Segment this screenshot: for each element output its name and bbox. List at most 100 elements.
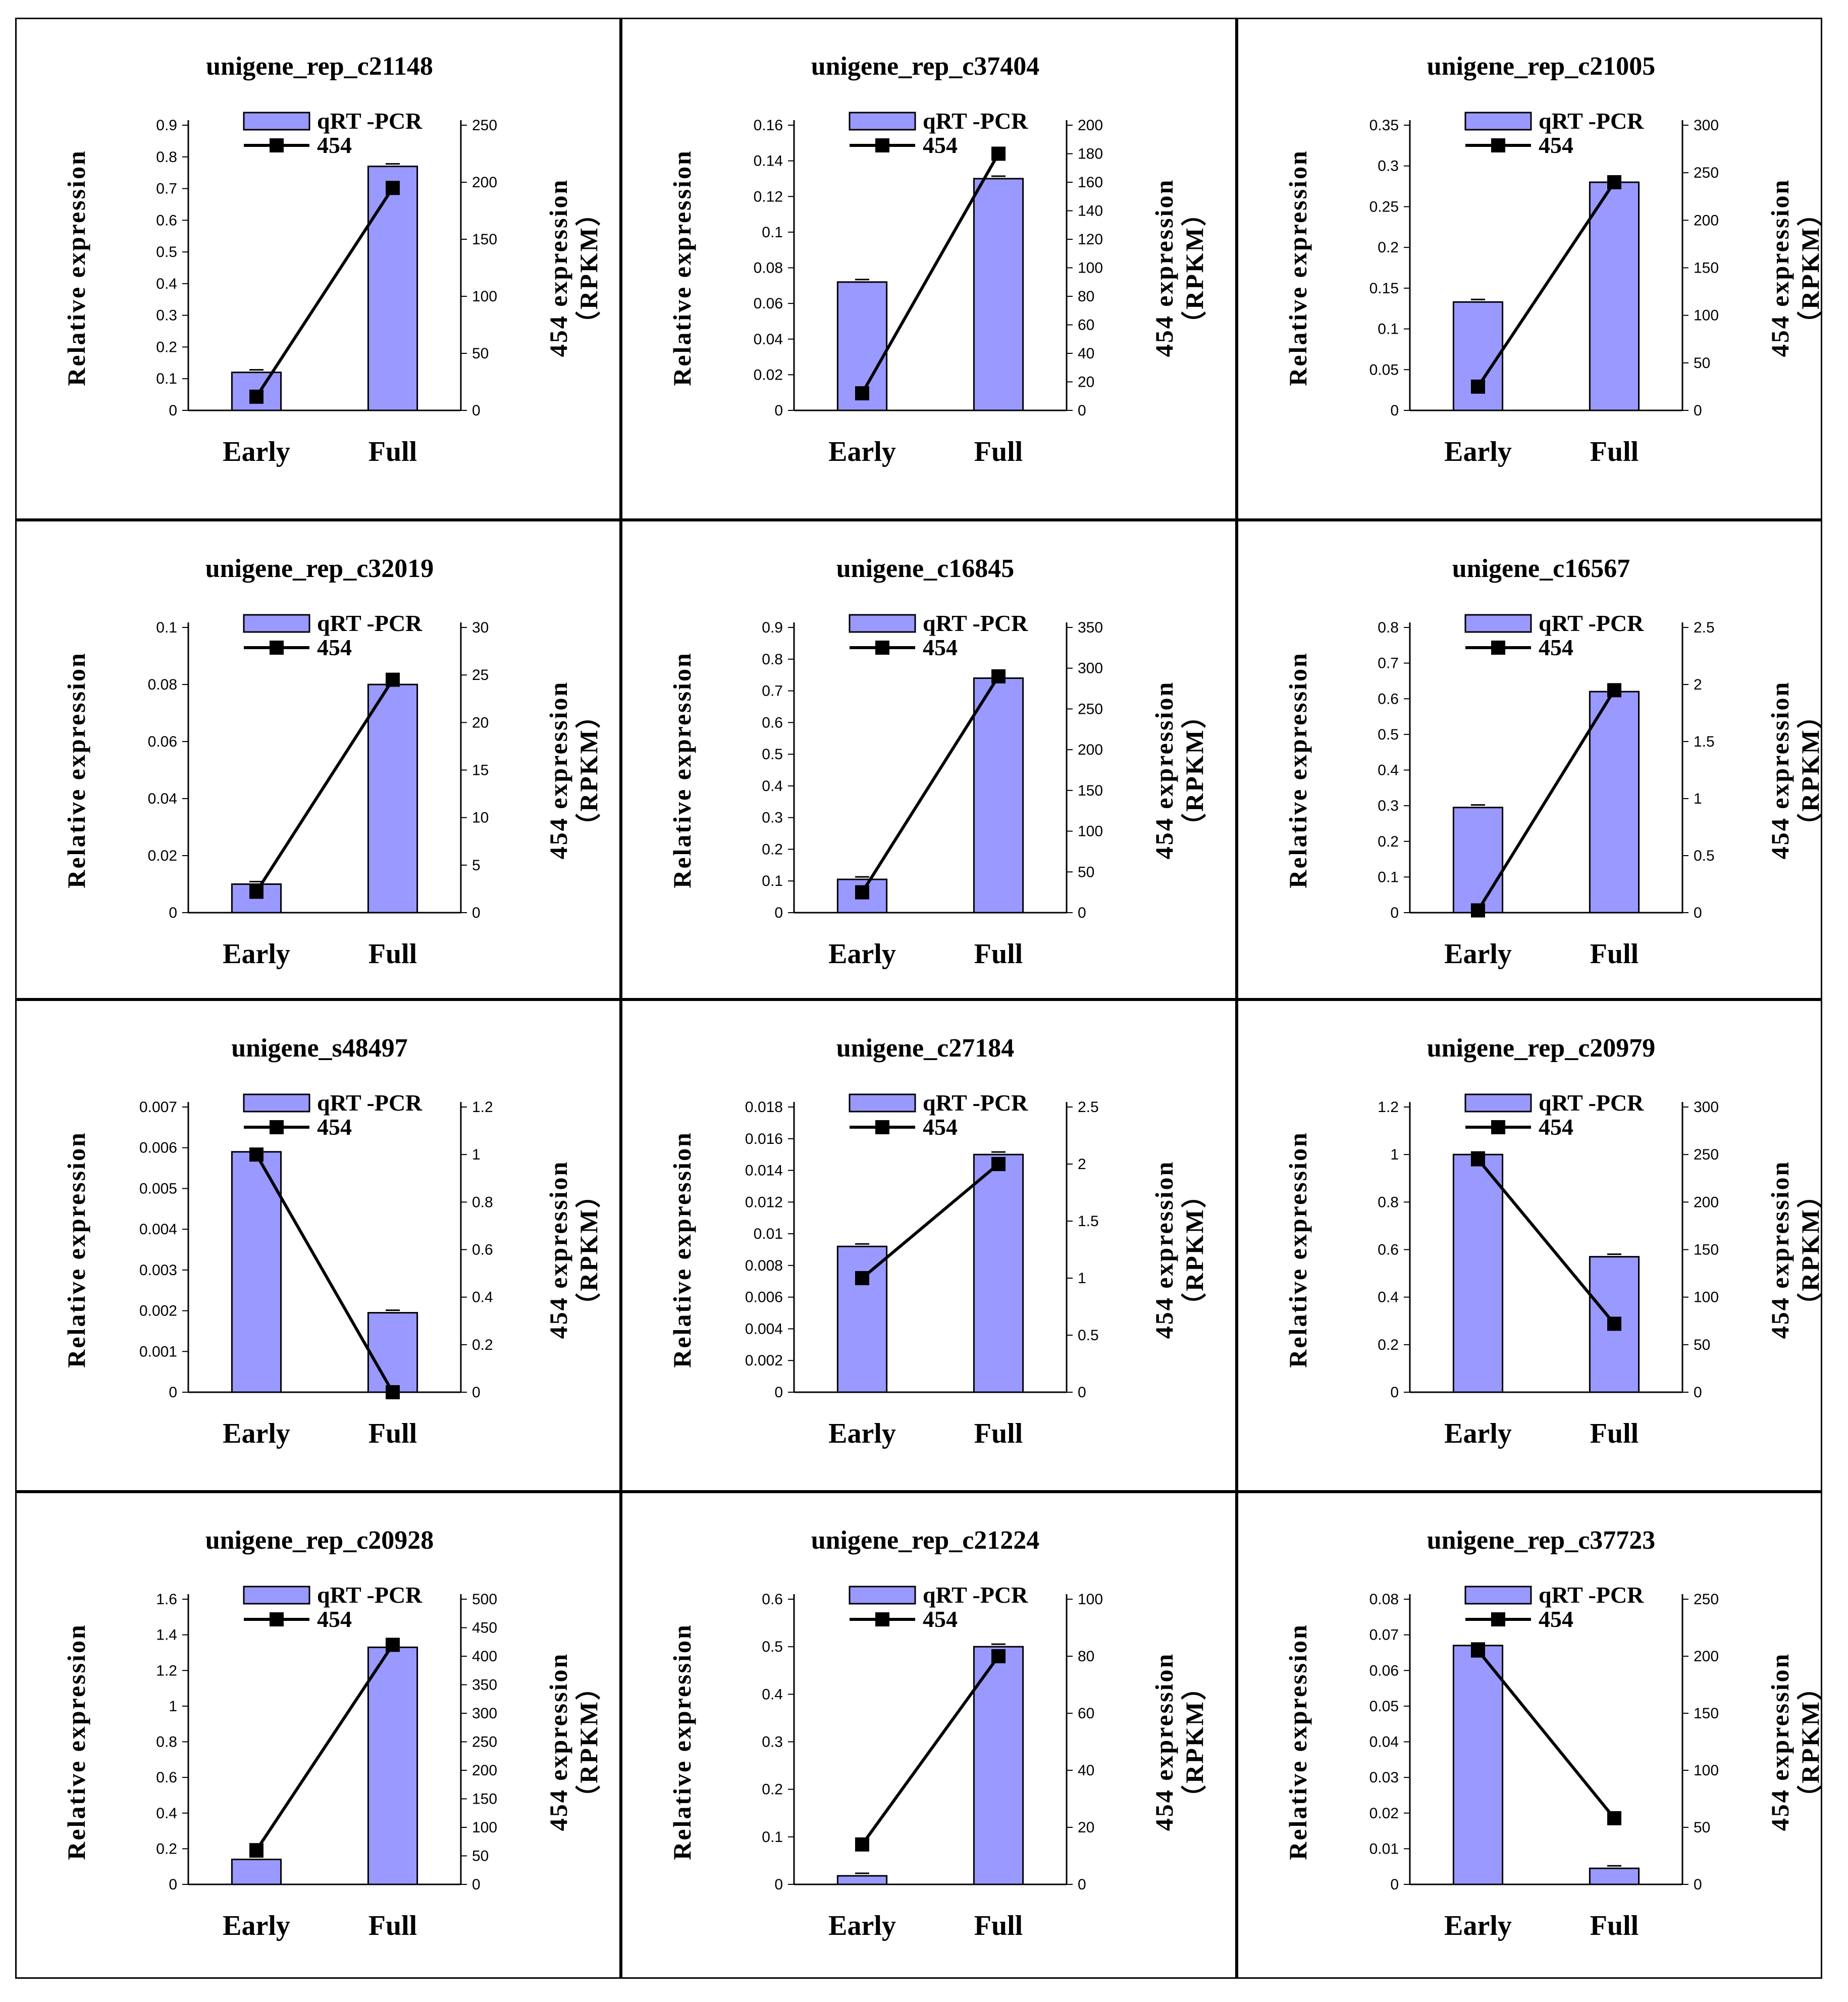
series-line <box>861 675 1000 893</box>
y-tick-label: 0.08 <box>754 260 783 277</box>
y2-tick-label: 400 <box>472 1648 497 1665</box>
y-axis-title: Relative expression <box>62 1131 90 1368</box>
y-tick-label: 0.04 <box>148 791 177 807</box>
y-tick-label: 0.5 <box>762 746 783 763</box>
legend-label-bar: qRT -PCR <box>1539 1090 1644 1116</box>
y2-tick-label: 50 <box>472 1848 489 1865</box>
chart-title: unigene_rep_c37404 <box>811 52 1040 81</box>
legend-label-bar: qRT -PCR <box>1539 108 1644 134</box>
y2-tick-label: 0 <box>1694 402 1702 419</box>
y-tick-label: 0.2 <box>1378 1337 1399 1353</box>
y-tick-label: 0.01 <box>1369 1840 1399 1857</box>
category-label: Early <box>223 1418 290 1449</box>
y-tick-label: 0 <box>1390 402 1399 419</box>
bar <box>367 1646 418 1885</box>
chart-svg: unigene_rep_c20928 0 0.2 0.4 0.6 0.8 1 1.2 1.4 1.… <box>62 1526 603 1941</box>
chart-panel: unigene_rep_c32019 0 0.02 0.04 0.06 0.08 0.1 0 5… <box>15 520 621 999</box>
legend-swatch-marker <box>875 641 889 655</box>
y-tick-label: 1.2 <box>156 1662 177 1679</box>
y-tick-label: 0.012 <box>745 1194 783 1210</box>
legend-label-bar: qRT -PCR <box>317 108 423 134</box>
y2-tick-label: 100 <box>472 1819 497 1836</box>
y2-axis-title: 454 expression <box>544 179 572 357</box>
y2-tick-label: 20 <box>472 714 489 731</box>
y-tick-label: 0.4 <box>762 778 783 795</box>
y-tick-label: 0 <box>169 402 177 419</box>
chart-svg: unigene_c27184 0 0.002 0.004 0.006 0.008 0.01 0… <box>668 1034 1208 1449</box>
y-tick-label: 0.7 <box>156 181 177 197</box>
category-label: Early <box>1444 1418 1512 1449</box>
y-axis-title: Relative expression <box>1284 652 1312 888</box>
y2-tick-label: 60 <box>1078 1705 1094 1722</box>
category-label: Early <box>223 938 290 970</box>
y-axis-title: Relative expression <box>1284 1623 1312 1860</box>
category-label: Early <box>828 436 896 467</box>
series-point <box>386 1638 400 1652</box>
bar <box>1452 807 1504 914</box>
chart-title: unigene_s48497 <box>231 1034 408 1063</box>
y2-tick-label: 150 <box>472 1791 497 1808</box>
y2-tick-label: 200 <box>1694 1194 1719 1210</box>
legend-label-line: 454 <box>1539 1114 1573 1140</box>
legend-swatch-bar <box>243 1586 310 1605</box>
series-line <box>1476 689 1616 912</box>
legend-swatch-bar <box>1464 112 1532 131</box>
y-tick-label: 0 <box>774 905 783 921</box>
y-tick-label: 0.9 <box>156 117 177 134</box>
legend-swatch-marker <box>270 641 284 655</box>
y-tick-label: 0.05 <box>1369 361 1399 378</box>
y-tick-label: 0.6 <box>762 714 783 731</box>
y-tick-label: 0.06 <box>754 295 783 312</box>
y2-tick-label: 500 <box>472 1591 497 1608</box>
legend-swatch-bar <box>1464 1093 1532 1113</box>
y-tick-label: 1.2 <box>1378 1099 1399 1116</box>
bar <box>231 1151 282 1393</box>
y-tick-label: 0.06 <box>148 733 177 750</box>
y-tick-label: 0.04 <box>754 331 783 348</box>
y-tick-label: 0.3 <box>1378 158 1399 175</box>
chart-svg: unigene_rep_c20979 0 0.2 0.4 0.6 0.8 1 1.2 0 50 10… <box>1284 1034 1821 1449</box>
bar <box>1589 691 1640 914</box>
series-line <box>255 678 394 893</box>
y-tick-label: 0.2 <box>156 339 177 355</box>
y2-axis-unit: （RPKM） <box>1796 199 1822 336</box>
y-tick-label: 0.02 <box>148 848 177 864</box>
y2-tick-label: 1 <box>1694 791 1702 807</box>
y2-axis-unit: （RPKM） <box>1180 1181 1208 1318</box>
y-tick-label: 0.05 <box>1369 1698 1399 1715</box>
series-point <box>1471 1643 1485 1658</box>
category-label: Early <box>828 1418 896 1449</box>
category-label: Full <box>974 1910 1023 1941</box>
y2-tick-label: 250 <box>1694 165 1719 181</box>
y-tick-label: 0.008 <box>745 1257 783 1274</box>
y2-tick-label: 20 <box>1078 1819 1094 1836</box>
chart-title: unigene_c16567 <box>1452 554 1630 583</box>
y-tick-label: 0.1 <box>762 1829 783 1846</box>
chart-svg: unigene_rep_c21005 0 0.05 0.1 0.15 0.2 0.25 0.3… <box>1284 52 1822 467</box>
y-tick-label: 0 <box>1390 1384 1399 1401</box>
legend-label-line: 454 <box>923 1606 958 1632</box>
y2-tick-label: 1 <box>472 1146 481 1163</box>
legend-swatch-marker <box>875 1612 889 1626</box>
y-tick-label: 1 <box>169 1698 177 1715</box>
y2-axis-title: 454 expression <box>1766 1161 1794 1339</box>
category-label: Early <box>1444 436 1512 467</box>
y2-tick-label: 100 <box>1078 260 1103 277</box>
chart-panel: unigene_s48497 0 0.001 0.002 0.003 0.004 0.005… <box>15 999 621 1492</box>
chart-title: unigene_rep_c21005 <box>1427 52 1656 81</box>
y-tick-label: 0.001 <box>139 1343 177 1360</box>
category-label: Full <box>368 1910 417 1941</box>
series-line <box>861 1655 1000 1846</box>
legend-swatch-marker <box>1491 1120 1505 1134</box>
series-point <box>386 672 400 687</box>
y-tick-label: 0.01 <box>754 1226 783 1242</box>
legend-label-line: 454 <box>317 635 352 660</box>
y-tick-label: 0.16 <box>754 117 783 134</box>
y-tick-label: 0.2 <box>762 841 783 858</box>
series-line <box>255 1153 394 1393</box>
y2-tick-label: 250 <box>1078 701 1103 717</box>
y2-tick-label: 200 <box>472 174 497 191</box>
y-tick-label: 1.6 <box>156 1591 177 1608</box>
y-tick-label: 0.4 <box>156 276 177 292</box>
y-tick-label: 0.5 <box>1378 726 1399 743</box>
